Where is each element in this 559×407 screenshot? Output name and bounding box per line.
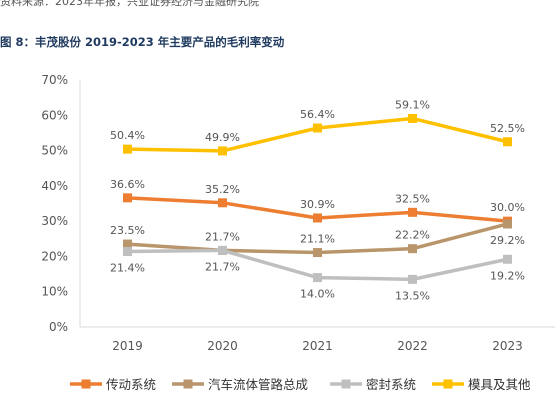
data-label: 21.4%: [110, 261, 145, 274]
data-label: 21.7%: [205, 260, 240, 273]
y-tick-label: 40%: [41, 179, 68, 193]
legend: 传动系统 汽车流体管路总成 密封系统 模具及其他: [70, 377, 531, 392]
x-tick-label: 2022: [397, 339, 428, 353]
series-group: [123, 113, 512, 284]
data-label: 52.5%: [490, 122, 525, 135]
x-tick-label: 2020: [207, 339, 238, 353]
series-line: [127, 116, 508, 153]
data-point: [503, 219, 512, 229]
data-label: 30.0%: [490, 201, 525, 214]
data-label: 23.5%: [110, 224, 145, 237]
data-point: [123, 239, 132, 249]
data-label: 13.5%: [395, 289, 430, 302]
legend-label: 模具及其他: [468, 377, 531, 392]
y-tick-label: 50%: [41, 144, 68, 158]
data-label: 19.2%: [490, 269, 525, 282]
x-tick-label: 2019: [112, 339, 143, 353]
data-label: 49.9%: [205, 131, 240, 144]
y-tick-label: 20%: [41, 249, 68, 263]
data-point: [408, 244, 417, 254]
data-point: [408, 207, 417, 217]
data-point: [123, 144, 132, 154]
data-label: 56.4%: [300, 108, 335, 121]
data-point: [218, 146, 227, 156]
y-tick-label: 30%: [41, 214, 68, 228]
data-label: 14.0%: [300, 288, 335, 301]
y-tick-label: 0%: [49, 320, 68, 334]
data-point: [313, 248, 322, 258]
legend-label: 密封系统: [366, 377, 416, 392]
data-point: [408, 113, 417, 123]
x-tick-label: 2021: [302, 339, 333, 353]
legend-marker: [81, 379, 91, 389]
data-point: [408, 274, 417, 284]
data-label: 21.1%: [300, 233, 335, 246]
data-label: 36.6%: [110, 178, 145, 191]
data-point: [503, 137, 512, 147]
data-point: [503, 254, 512, 264]
data-point: [123, 193, 132, 203]
data-label: 21.7%: [205, 230, 240, 243]
legend-marker: [341, 379, 351, 389]
data-label: 22.2%: [395, 229, 430, 242]
y-tick-label: 60%: [41, 108, 68, 122]
y-tick-label: 70%: [41, 73, 68, 87]
legend-label: 汽车流体管路总成: [208, 377, 308, 392]
y-axis: 0% 10% 20% 30% 40% 50% 60% 70%: [41, 73, 81, 334]
legend-marker: [183, 379, 193, 389]
data-label: 29.2%: [490, 234, 525, 247]
legend-marker: [443, 379, 453, 389]
x-axis: 2019 2020 2021 2022 2023: [80, 326, 555, 353]
figure-title: 图 8：丰茂股份 2019-2023 年主要产品的毛利率变动: [0, 35, 285, 49]
x-tick-label: 2023: [492, 339, 523, 353]
data-point: [313, 273, 322, 283]
data-point: [218, 245, 227, 255]
data-point: [218, 198, 227, 208]
data-label: 35.2%: [205, 183, 240, 196]
data-label: 32.5%: [395, 192, 430, 205]
data-labels: 36.6% 35.2% 30.9% 32.5% 30.0% 23.5% 21.7% 21.1%…: [110, 98, 525, 302]
data-point: [313, 213, 322, 223]
data-label: 50.4%: [110, 129, 145, 142]
y-tick-label: 10%: [41, 285, 68, 299]
data-point: [123, 246, 132, 256]
top-caption-fragment: 资料来源：2023年年报，兴业证券经济与金融研究院: [0, 0, 259, 8]
data-label: 59.1%: [395, 98, 430, 111]
data-label: 30.9%: [300, 198, 335, 211]
legend-label: 传动系统: [106, 377, 156, 392]
data-point: [313, 123, 322, 133]
